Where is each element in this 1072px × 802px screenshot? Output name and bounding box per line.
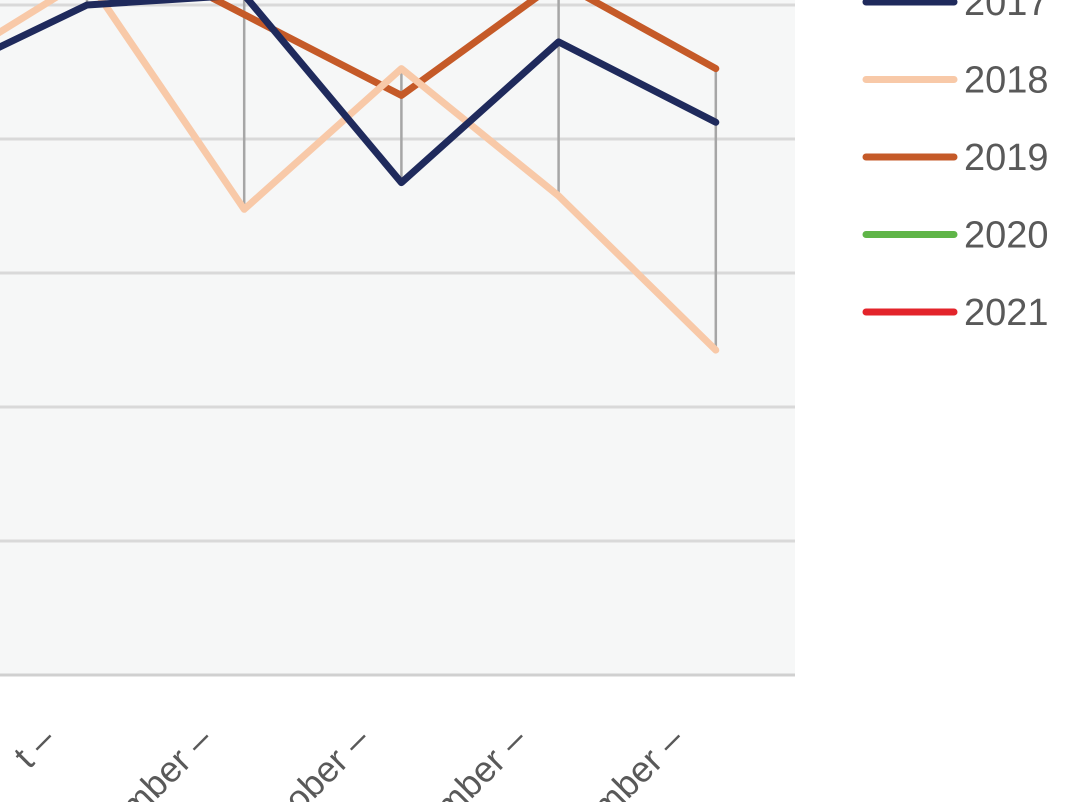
legend-label-2019: 2019: [964, 137, 1049, 179]
data-point-2017-2: [84, 2, 90, 8]
gridlines: [0, 3, 795, 677]
series-line-2019: [209, 0, 720, 99]
legend-label-2017: 2017: [964, 0, 1049, 24]
data-point-2019-4: [712, 65, 719, 72]
drop-lines: [85, 0, 718, 351]
legend-label-2018: 2018: [964, 60, 1049, 102]
x-tick-label-5: mber –: [583, 719, 691, 802]
series-lines: [0, 0, 720, 354]
data-point-2017-4: [398, 179, 405, 186]
data-point-2017-5: [555, 38, 562, 45]
x-tick-label-1: t –: [5, 719, 62, 776]
plot-area: [0, 0, 795, 675]
x-tick-label-3: ober –: [276, 719, 377, 802]
data-point-2018-4: [398, 65, 405, 72]
legend: 2017 2018 2019 2020 2021: [862, 0, 1049, 334]
plot-area-background: [0, 0, 795, 675]
legend-label-2020: 2020: [964, 215, 1049, 257]
data-point-2019-2: [398, 92, 405, 99]
x-tick-label-4: mber –: [426, 719, 534, 802]
series-line-2018: [0, 0, 720, 354]
data-point-2017-6: [712, 119, 719, 126]
data-point-2018-6: [712, 347, 719, 354]
data-point-2018-3: [241, 206, 248, 213]
x-tick-label-2: mber –: [112, 719, 220, 802]
x-axis-tick-labels: t – mber – ober – mber – mber –: [5, 719, 691, 802]
legend-label-2021: 2021: [964, 292, 1049, 334]
data-point-2018-5: [555, 192, 562, 199]
series-line-2017: [0, 0, 720, 187]
